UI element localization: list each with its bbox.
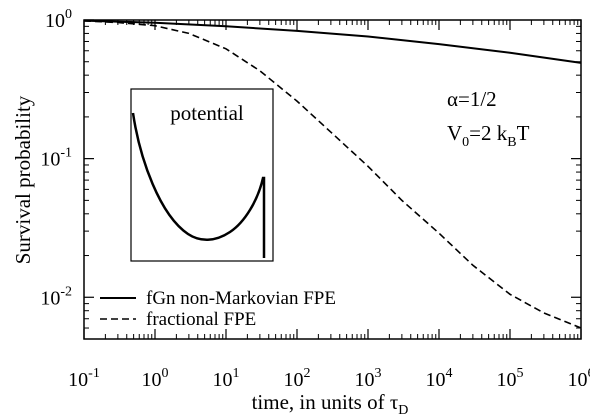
series-line-2: [83, 20, 582, 329]
y-axis-label: Survival probability: [11, 95, 35, 264]
legend-label-series-1: fGn non-Markovian FPE: [146, 288, 336, 309]
x-axis-label: time, in units of τD: [252, 390, 409, 416]
x-tick-label: 104: [426, 366, 453, 391]
legend-label-series-2: fractional FPE: [146, 309, 256, 330]
legend: fGn non-Markovian FPE fractional FPE: [100, 288, 336, 330]
x-tick-labels: 10-1 100 101 102 103 104 105 106: [68, 366, 590, 391]
inset-frame: [130, 88, 274, 262]
y-tick-label: 10-2: [40, 284, 72, 309]
series-layer: [83, 19, 582, 329]
y-tick-label: 10-1: [40, 146, 72, 171]
potential-inset: potential: [130, 88, 274, 262]
alpha-annotation: α=1/2: [447, 87, 497, 111]
minor-ticks: [84, 20, 581, 340]
inset-potential-curve: [131, 112, 266, 258]
x-tick-label: 100: [142, 366, 169, 391]
v0-annotation: V0=2 kBT: [447, 121, 530, 150]
x-tick-label: 10-1: [68, 366, 100, 391]
inset-title: potential: [170, 101, 244, 125]
y-tick-label: 100: [45, 7, 72, 32]
x-tick-label: 101: [213, 366, 240, 391]
x-tick-label: 102: [284, 366, 311, 391]
x-tick-label: 106: [568, 366, 590, 391]
x-tick-label: 105: [497, 366, 524, 391]
series-line-1: [83, 19, 582, 64]
plot-frame: [83, 19, 582, 340]
major-ticks: [83, 19, 582, 339]
y-tick-labels: 100 10-1 10-2: [40, 7, 72, 309]
x-tick-label: 103: [355, 366, 382, 391]
